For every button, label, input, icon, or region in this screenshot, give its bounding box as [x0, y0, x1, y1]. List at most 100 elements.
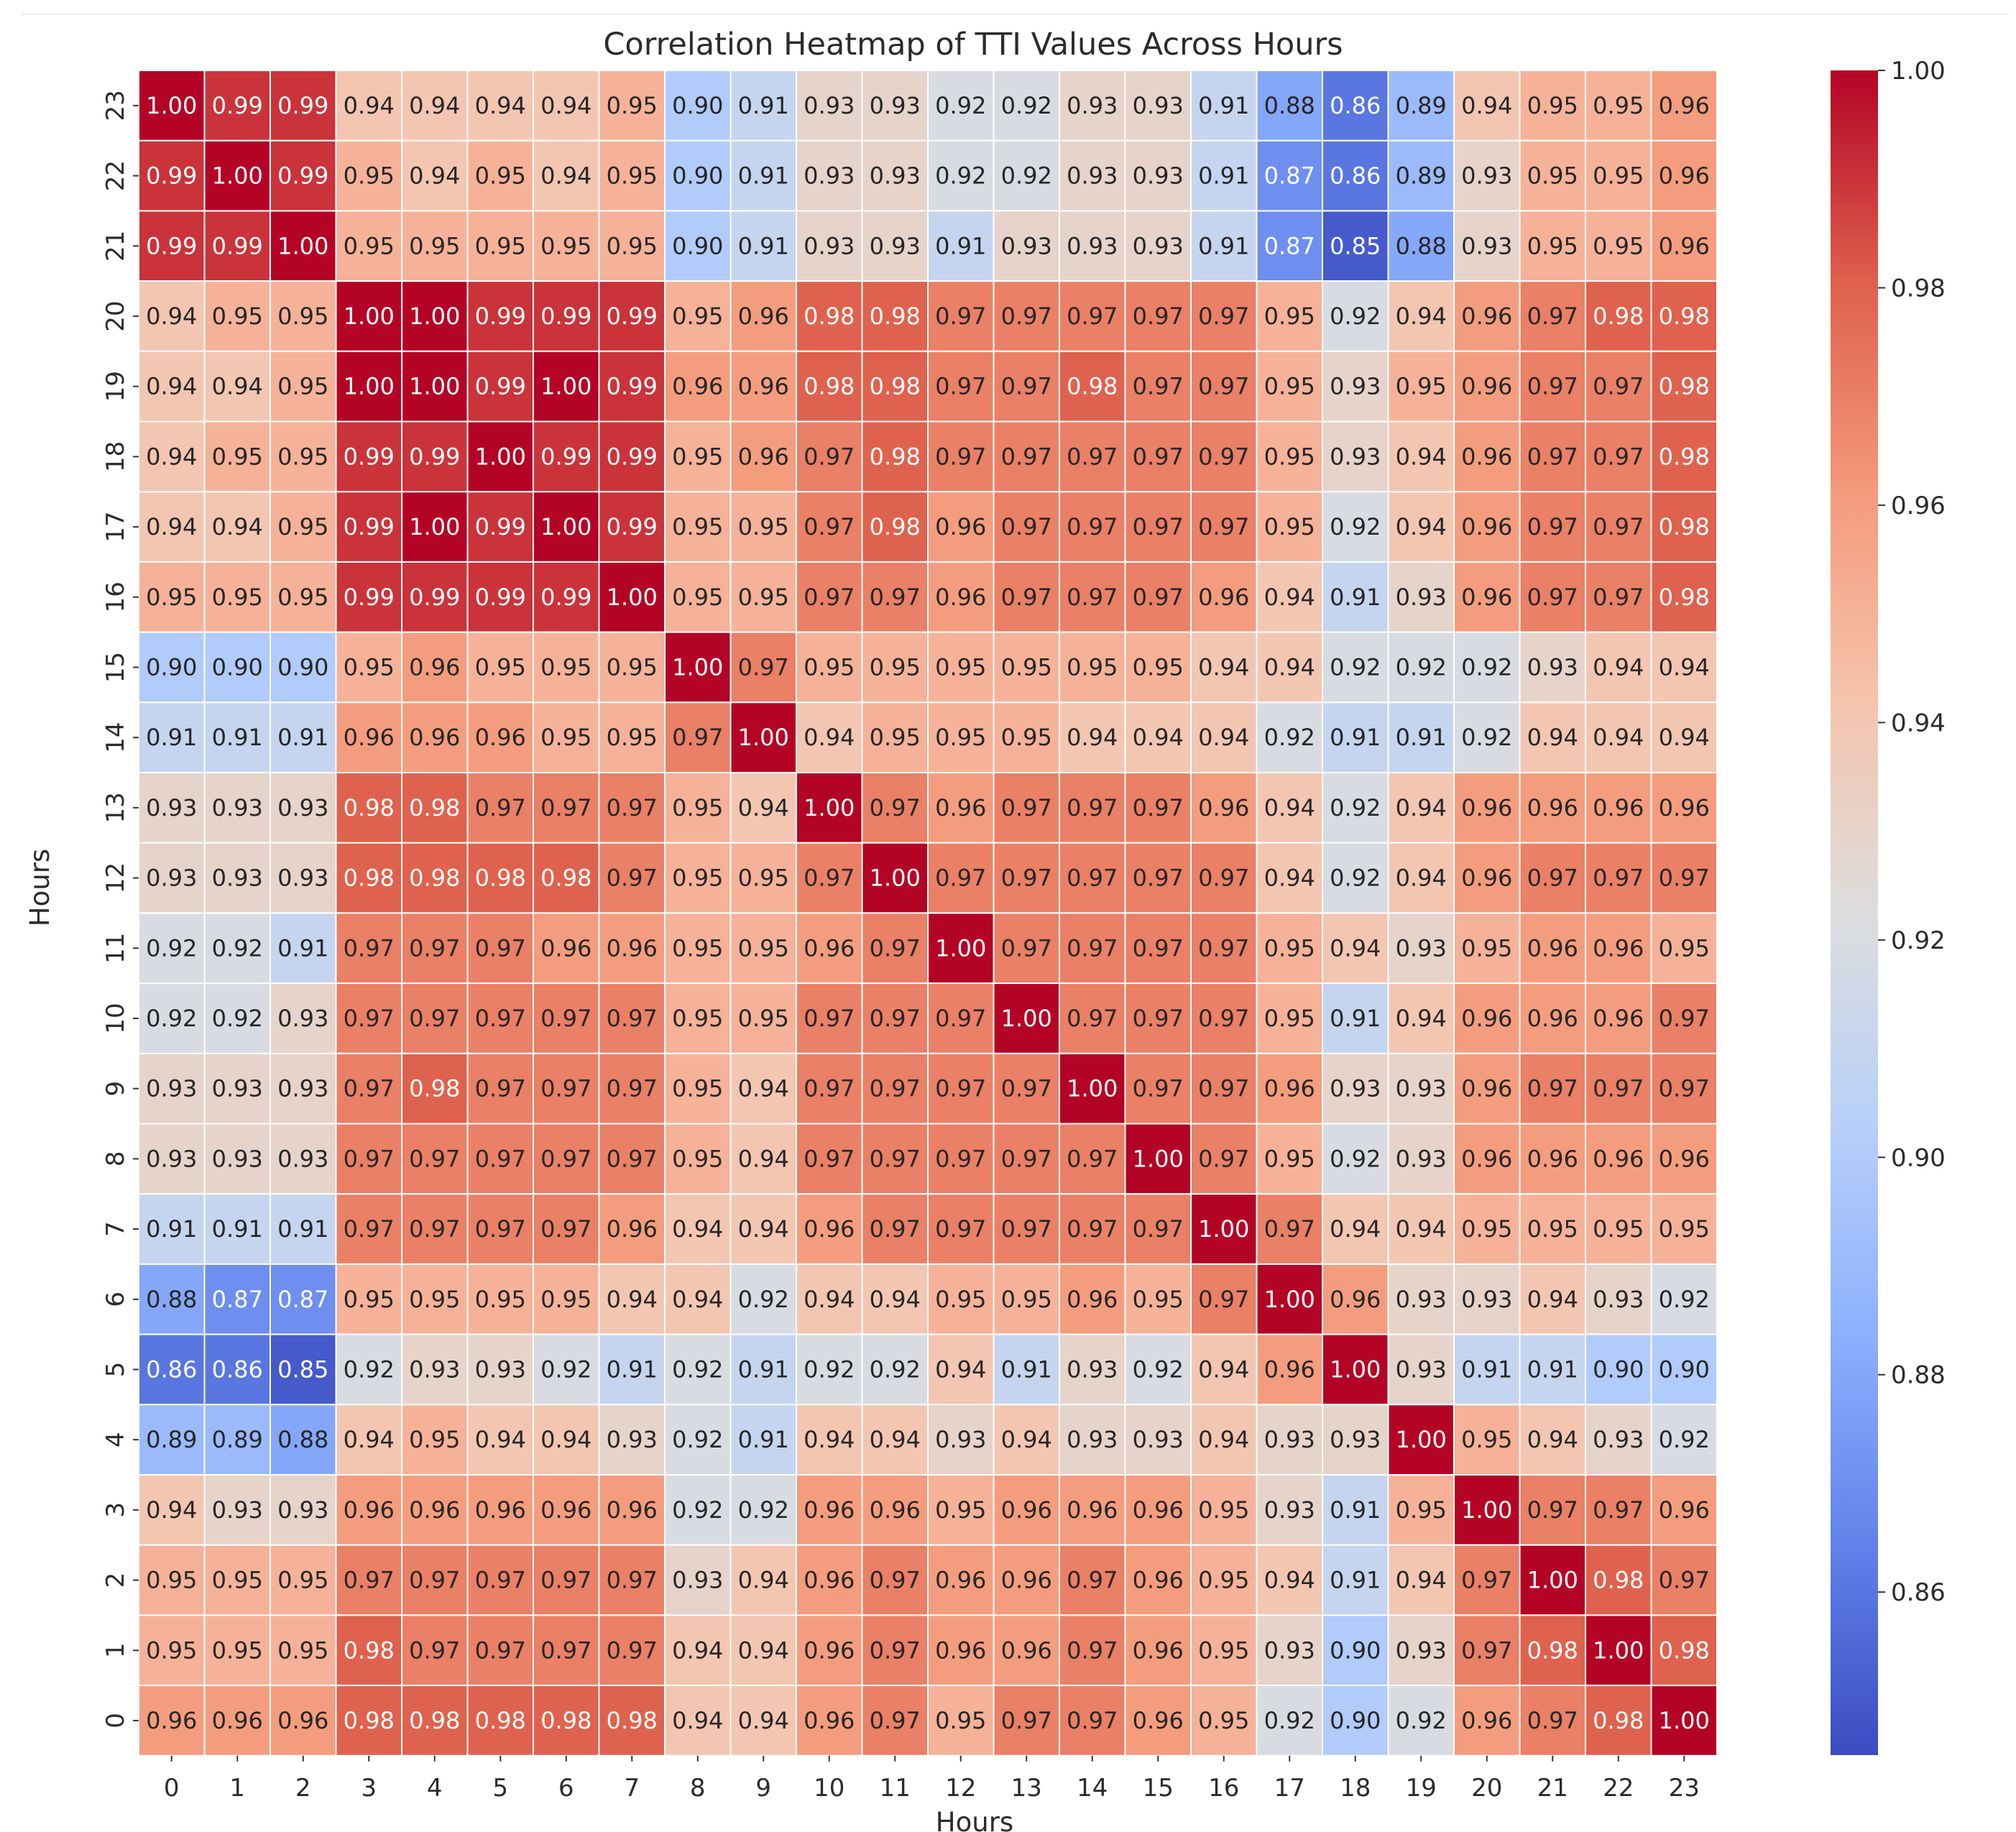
heatmap-cell-label: 0.94 [1264, 1567, 1315, 1594]
chart-title: Correlation Heatmap of TTI Values Across… [603, 27, 1343, 63]
heatmap-cell [1519, 1052, 1586, 1125]
heatmap-cell-label: 0.95 [1527, 162, 1578, 190]
heatmap-cell [1256, 420, 1323, 493]
heatmap-cell-label: 0.99 [540, 443, 592, 470]
heatmap-cell [466, 1474, 534, 1546]
heatmap-cell [1387, 1404, 1455, 1476]
heatmap-cell-label: 0.95 [935, 1286, 986, 1313]
x-tick-label: 23 [1669, 1774, 1700, 1803]
heatmap-cell-label: 0.95 [1264, 934, 1315, 962]
heatmap-cell-label: 0.95 [1461, 1215, 1512, 1243]
heatmap-cell-label: 0.91 [1001, 1355, 1052, 1383]
heatmap-cell [533, 1544, 600, 1616]
x-tick-label: 3 [361, 1774, 377, 1803]
heatmap-cell [1322, 1263, 1389, 1335]
heatmap-cell-label: 0.98 [344, 1707, 395, 1734]
heatmap-cell-label: 0.99 [277, 92, 328, 119]
heatmap-cell-label: 0.93 [212, 1145, 263, 1172]
heatmap-cell-label: 0.96 [1001, 1496, 1052, 1524]
heatmap-cell-label: 0.93 [1067, 232, 1118, 259]
heatmap-cell [1256, 701, 1323, 773]
y-tick-label: 7 [101, 1221, 130, 1237]
heatmap-cell [664, 1614, 732, 1687]
heatmap-cell-label: 0.86 [1330, 92, 1381, 119]
heatmap-cell-label: 0.91 [738, 162, 789, 190]
heatmap-cell [1059, 420, 1126, 493]
heatmap-cell [1124, 1193, 1192, 1265]
heatmap-cell-label: 0.97 [1133, 934, 1184, 962]
heatmap-cell-label: 0.94 [1659, 724, 1710, 751]
heatmap-cell-label: 0.95 [738, 1005, 789, 1032]
heatmap-cell-label: 0.91 [1330, 1005, 1381, 1032]
heatmap-cell-label: 0.96 [935, 513, 986, 540]
heatmap-cell-label: 0.99 [409, 584, 460, 611]
heatmap-cell-label: 0.92 [804, 1355, 855, 1383]
heatmap-cell [1322, 772, 1389, 844]
heatmap-cell-label: 0.95 [1593, 162, 1644, 190]
heatmap-cell [1519, 210, 1586, 282]
heatmap-cell-label: 0.97 [1001, 1215, 1052, 1243]
heatmap-cell [270, 139, 337, 212]
heatmap-cell [664, 1474, 732, 1546]
heatmap-cell [533, 982, 600, 1054]
heatmap-cell-label: 0.97 [344, 1005, 395, 1032]
heatmap-cell [1453, 1193, 1521, 1265]
heatmap-cell [1585, 210, 1652, 282]
heatmap-cell-label: 0.93 [1133, 1426, 1184, 1453]
heatmap-cell-label: 0.96 [344, 724, 395, 751]
heatmap-cell-label: 0.91 [277, 934, 328, 962]
colorbar-tick-label: 1.00 [1891, 57, 1946, 86]
y-tick-label: 19 [101, 371, 130, 402]
heatmap-cell-label: 0.96 [738, 303, 789, 330]
heatmap-cell-label: 1.00 [1001, 1005, 1052, 1032]
heatmap-cell-label: 0.93 [1133, 92, 1184, 119]
heatmap-cell-label: 0.97 [1067, 1145, 1118, 1172]
heatmap-cell [401, 772, 469, 844]
heatmap-cell-label: 1.00 [1659, 1707, 1710, 1734]
heatmap-cell [796, 1052, 863, 1125]
heatmap-cell-label: 0.94 [738, 1145, 789, 1172]
heatmap-cell-label: 0.93 [1330, 443, 1381, 470]
x-tick-label: 8 [690, 1774, 706, 1803]
heatmap-cell [729, 772, 797, 844]
heatmap-cell-label: 0.92 [1330, 865, 1381, 892]
heatmap-cell [1387, 561, 1455, 633]
heatmap-cell-label: 0.94 [1330, 1215, 1381, 1243]
heatmap-cell-label: 0.94 [1396, 865, 1447, 892]
heatmap-cell-label: 0.95 [1527, 1215, 1578, 1243]
heatmap-cell [1387, 350, 1455, 423]
heatmap-cell [1453, 1544, 1521, 1616]
heatmap-cell [796, 139, 863, 212]
heatmap-cell [335, 210, 402, 282]
heatmap-cell-label: 1.00 [540, 373, 592, 400]
heatmap-cell-label: 1.00 [344, 373, 395, 400]
heatmap-cell [598, 561, 666, 633]
heatmap-cell [466, 912, 534, 985]
heatmap-cell-label: 0.96 [1461, 513, 1512, 540]
heatmap-cell-label: 0.97 [870, 1637, 921, 1664]
heatmap-cell-label: 0.98 [409, 865, 460, 892]
y-tick-label: 23 [101, 90, 130, 121]
heatmap-cell [1124, 1263, 1192, 1335]
heatmap-cell [729, 210, 797, 282]
heatmap-cell-label: 1.00 [804, 794, 855, 821]
heatmap-cell-label: 0.94 [1264, 653, 1315, 681]
heatmap-cell-label: 0.86 [1330, 162, 1381, 190]
heatmap-cell-label: 0.97 [540, 1637, 592, 1664]
heatmap-cell [1453, 842, 1521, 914]
heatmap-cell-label: 0.95 [738, 513, 789, 540]
heatmap-cell [927, 982, 995, 1054]
heatmap-cell [533, 350, 600, 423]
heatmap-cell-label: 0.95 [146, 1637, 197, 1664]
heatmap-cell-label: 0.92 [540, 1355, 592, 1383]
y-tick-label: 12 [101, 862, 130, 893]
heatmap-cell-label: 0.88 [1396, 232, 1447, 259]
heatmap-cell [401, 912, 469, 985]
heatmap-cell-label: 0.92 [672, 1426, 723, 1453]
heatmap-cell-label: 0.92 [1330, 794, 1381, 821]
heatmap-cell-label: 0.98 [409, 1075, 460, 1103]
heatmap-cell [796, 1404, 863, 1476]
heatmap-cell-label: 0.97 [475, 934, 526, 962]
heatmap-cell-label: 0.95 [1264, 303, 1315, 330]
heatmap-cell-label: 0.96 [1133, 1637, 1184, 1664]
